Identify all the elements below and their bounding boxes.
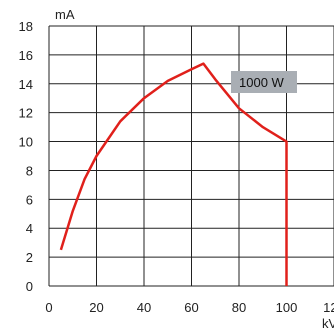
y-tick-label: 0 xyxy=(26,279,33,294)
series-line xyxy=(59,62,288,286)
y-tick-label: 2 xyxy=(26,250,33,265)
series-group xyxy=(59,62,288,287)
y-tick-label: 16 xyxy=(19,48,33,63)
y-tick-label: 10 xyxy=(19,135,33,150)
x-tick-label: 40 xyxy=(137,300,151,315)
y-tick-label: 14 xyxy=(19,77,33,92)
y-tick-label: 18 xyxy=(19,19,33,34)
x-tick-label: 60 xyxy=(184,300,198,315)
y-axis-ticks: 0 2 4 6 8 10 12 14 16 18 xyxy=(19,19,33,294)
x-tick-label: 20 xyxy=(89,300,103,315)
x-tick-label: 80 xyxy=(232,300,246,315)
y-axis-unit: mA xyxy=(55,7,75,22)
x-tick-label: 0 xyxy=(45,300,52,315)
y-tick-label: 12 xyxy=(19,106,33,121)
y-tick-label: 4 xyxy=(26,221,33,236)
x-tick-label: 100 xyxy=(276,300,298,315)
annotation-badge-background xyxy=(231,71,297,93)
annotation-badge: 1000 W xyxy=(231,71,297,93)
y-tick-label: 8 xyxy=(26,163,33,178)
y-tick-label: 6 xyxy=(26,192,33,207)
x-axis-unit: kV xyxy=(322,316,334,330)
x-tick-label: 120 xyxy=(323,300,334,315)
chart-grid xyxy=(48,25,334,287)
annotation-badge-label: 1000 W xyxy=(239,75,285,90)
x-axis-ticks: 0 20 40 60 80 100 120 xyxy=(45,300,334,315)
